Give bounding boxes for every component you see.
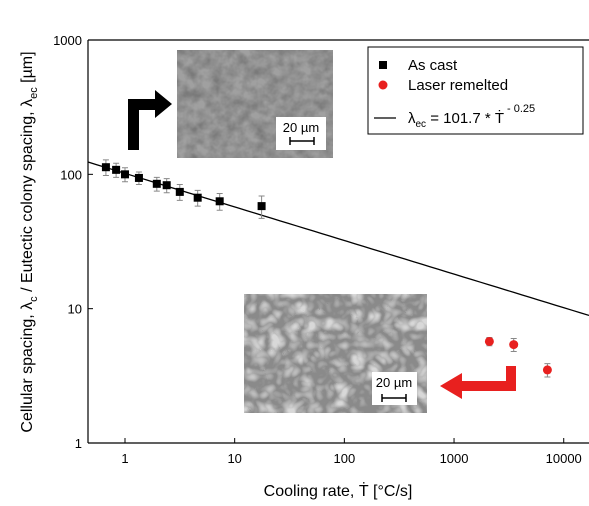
- y-label-text: Cellular spacing, λ: [19, 302, 36, 433]
- data-point: [257, 202, 266, 211]
- legend: [367, 46, 584, 135]
- fit-label: = 101.7 * Ṫ: [426, 109, 504, 127]
- y-label-subscript: ec: [28, 87, 40, 99]
- data-point: [152, 179, 161, 188]
- x-axis-label: Cooling rate, Ṫ [°C/s]: [264, 481, 413, 500]
- x-tick-label: 1: [121, 451, 128, 466]
- y-label-text: / Eutectic colony spacing, λ: [19, 99, 36, 296]
- fit-label: λ: [408, 110, 416, 127]
- y-tick-label: 1: [75, 436, 82, 451]
- data-point: [509, 340, 519, 350]
- y-axis-label: Cellular spacing, λc / Eutectic colony s…: [19, 51, 40, 432]
- data-point: [162, 181, 171, 190]
- data-point: [175, 187, 184, 196]
- legend-marker: [379, 61, 387, 69]
- data-point: [193, 193, 202, 202]
- data-point: [484, 336, 494, 346]
- legend-marker: [378, 80, 388, 90]
- x-tick-label: 1000: [440, 451, 469, 466]
- fit-label-superscript: - 0.25: [507, 103, 535, 115]
- scale-label: 20 µm: [283, 120, 319, 135]
- legend-label: λec = 101.7 * Ṫ- 0.25: [408, 103, 535, 130]
- inset-micrograph: 20 µm: [177, 50, 333, 158]
- legend-label: As cast: [408, 57, 458, 74]
- y-tick-label: 100: [60, 167, 82, 182]
- fit-line: [87, 161, 589, 317]
- y-tick-label: 1000: [53, 33, 82, 48]
- x-tick-label: 10: [227, 451, 241, 466]
- arrow: [440, 366, 516, 399]
- legend-entries: As cast Laser remelted λec = 101.7 * Ṫ- 0.…: [374, 57, 535, 130]
- data-point: [101, 163, 110, 172]
- data-point: [120, 170, 129, 179]
- y-tick-label: 10: [68, 302, 82, 317]
- y-label-subscript: c: [28, 296, 40, 302]
- x-tick-label: 100: [334, 451, 356, 466]
- x-tick-label: 10000: [546, 451, 582, 466]
- y-label-text: [µm]: [19, 51, 36, 87]
- arrow: [128, 90, 172, 150]
- data-point: [542, 365, 552, 375]
- data-point: [134, 173, 143, 182]
- legend-label: Laser remelted: [408, 77, 508, 94]
- fit-label-subscript: ec: [416, 119, 427, 130]
- data-point: [112, 165, 121, 174]
- data-point: [215, 197, 224, 206]
- scale-label: 20 µm: [376, 375, 412, 390]
- inset-micrograph: 20 µm: [244, 294, 427, 413]
